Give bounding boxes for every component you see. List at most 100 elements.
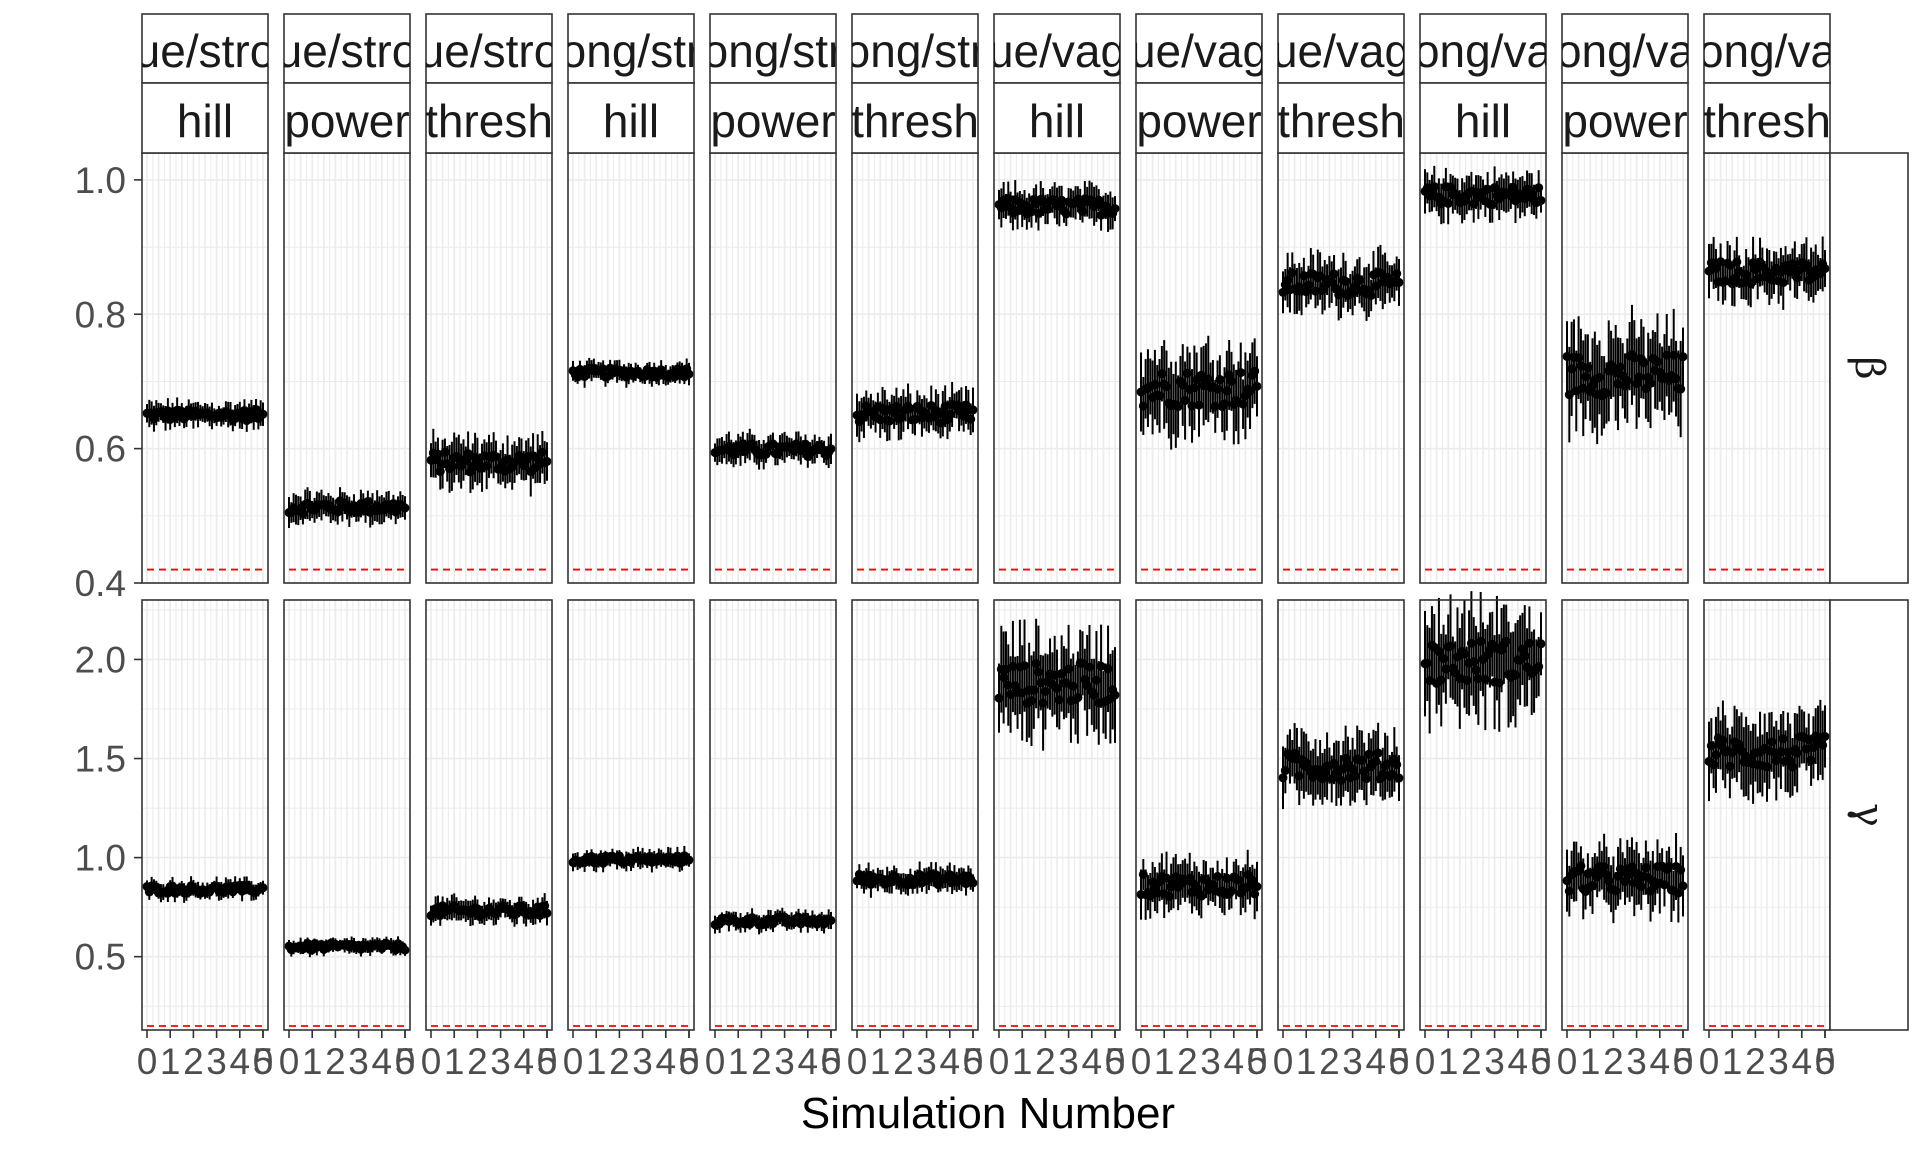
x-tick-label: 0 xyxy=(1273,1041,1294,1082)
data-point xyxy=(1162,873,1172,883)
x-tick-label: 4 xyxy=(1792,1041,1813,1082)
y-tick-label: 0.5 xyxy=(75,937,126,978)
data-point xyxy=(1536,195,1546,205)
panel-border xyxy=(1561,599,1689,1031)
column-strip-12: ong/va thresh xyxy=(1698,13,1837,154)
data-point xyxy=(1678,352,1688,362)
x-tick-label: 3 xyxy=(1626,1041,1647,1082)
y-tick-label: 1.0 xyxy=(75,838,126,879)
x-tick-label: 5 xyxy=(679,1041,700,1082)
x-tick-label: 3 xyxy=(490,1041,511,1082)
x-tick-label: 1 xyxy=(1580,1041,1601,1082)
x-tick-label: 1 xyxy=(1154,1041,1175,1082)
panel-r2-c5 xyxy=(709,599,837,1031)
x-tick-label: 1 xyxy=(1438,1041,1459,1082)
strip-bottom-label: power xyxy=(710,95,835,147)
strip-top-label: ong/va xyxy=(1414,25,1553,77)
panels-layer xyxy=(141,152,1831,1031)
column-strip-1: ue/stro hill xyxy=(135,13,276,154)
x-tick-label: 3 xyxy=(774,1041,795,1082)
x-tick-label: 5 xyxy=(1247,1041,1268,1082)
panel-r1-c3 xyxy=(425,152,553,584)
strip-top-label: ong/str xyxy=(845,25,986,77)
strip-bottom-label: power xyxy=(1562,95,1687,147)
strip-top-label: ue/stro xyxy=(135,25,276,77)
data-point xyxy=(1394,773,1404,783)
x-tick-label: 5 xyxy=(1105,1041,1126,1082)
x-tick-label: 5 xyxy=(395,1041,416,1082)
x-tick-label: 5 xyxy=(821,1041,842,1082)
row-strip-box xyxy=(1829,599,1909,1031)
x-tick-label: 0 xyxy=(253,1041,274,1082)
x-tick-label: 0 xyxy=(679,1041,700,1082)
strip-bottom-box xyxy=(993,82,1121,154)
x-tick-label: 0 xyxy=(1131,1041,1152,1082)
strip-bottom-label: power xyxy=(1136,95,1261,147)
x-tick-label: 3 xyxy=(1200,1041,1221,1082)
strip-top-label: ong/str xyxy=(561,25,702,77)
x-tick-label: 3 xyxy=(206,1041,227,1082)
x-tick-label: 4 xyxy=(940,1041,961,1082)
data-point xyxy=(826,915,836,925)
x-tick-label: 5 xyxy=(537,1041,558,1082)
panel-r1-c6 xyxy=(851,152,979,584)
row-strip-2: γ xyxy=(1829,599,1909,1031)
x-tick-label: 2 xyxy=(893,1041,914,1082)
panel-r1-c5 xyxy=(709,152,837,584)
x-tick-label: 3 xyxy=(1768,1041,1789,1082)
y-tick-label: 2.0 xyxy=(75,639,126,680)
panel-r1-c7 xyxy=(993,152,1121,584)
x-tick-label: 0 xyxy=(279,1041,300,1082)
data-point xyxy=(1110,204,1120,214)
x-tick-label: 4 xyxy=(1508,1041,1529,1082)
data-point xyxy=(1096,661,1106,671)
x-tick-label: 5 xyxy=(1389,1041,1410,1082)
x-tick-label: 1 xyxy=(160,1041,181,1082)
strip-top-label: ue/stro xyxy=(419,25,560,77)
data-point xyxy=(1820,731,1830,741)
panel-border xyxy=(283,599,411,1031)
x-tick-label: 5 xyxy=(1673,1041,1694,1082)
data-point xyxy=(1252,882,1262,892)
panel-border xyxy=(709,599,837,1031)
x-tick-label: 0 xyxy=(563,1041,584,1082)
x-tick-label: 0 xyxy=(395,1041,416,1082)
data-point xyxy=(684,855,694,865)
strip-top-label: ue/vag xyxy=(1272,25,1410,77)
y-tick-label: 0.4 xyxy=(75,563,126,604)
strip-top-label: ong/va xyxy=(1556,25,1695,77)
x-tick-label: 4 xyxy=(230,1041,251,1082)
strip-bottom-label: hill xyxy=(603,95,659,147)
strip-bottom-box xyxy=(425,82,553,154)
x-tick-label: 2 xyxy=(325,1041,346,1082)
column-strip-6: ong/str thresh xyxy=(845,13,986,154)
strip-bottom-box xyxy=(567,82,695,154)
panel-border xyxy=(851,599,979,1031)
column-strip-11: ong/va power xyxy=(1556,13,1695,154)
axes-layer: 0.40.60.81.00 1 2 3 4 50 0 1 2 3 4 50 0 1 2 3 4 50 0 1 2 3 4 50… xyxy=(75,160,1836,1082)
strip-top-box xyxy=(993,13,1121,84)
x-tick-label: 0 xyxy=(537,1041,558,1082)
panel-border xyxy=(425,599,553,1031)
strip-bottom-label: thresh xyxy=(1703,95,1831,147)
strip-top-label: ong/str xyxy=(703,25,844,77)
x-tick-label: 4 xyxy=(656,1041,677,1082)
x-tick-label: 2 xyxy=(1745,1041,1766,1082)
column-strip-10: ong/va hill xyxy=(1414,13,1553,154)
strip-bottom-label: thresh xyxy=(1277,95,1405,147)
x-axis-title: Simulation Number xyxy=(801,1089,1175,1138)
strip-top-label: ong/va xyxy=(1698,25,1837,77)
strip-top-box xyxy=(141,13,269,84)
panel-r2-c4 xyxy=(567,599,695,1031)
y-tick-label: 0.8 xyxy=(75,294,126,335)
data-point xyxy=(542,456,552,466)
panel-r1-c10 xyxy=(1419,152,1547,584)
strip-top-box xyxy=(425,13,553,84)
x-tick-label: 2 xyxy=(751,1041,772,1082)
data-point xyxy=(826,444,836,454)
strip-top-box xyxy=(1135,13,1263,84)
x-tick-label: 4 xyxy=(1366,1041,1387,1082)
x-tick-label: 0 xyxy=(821,1041,842,1082)
column-strip-8: ue/vag power xyxy=(1135,13,1263,154)
